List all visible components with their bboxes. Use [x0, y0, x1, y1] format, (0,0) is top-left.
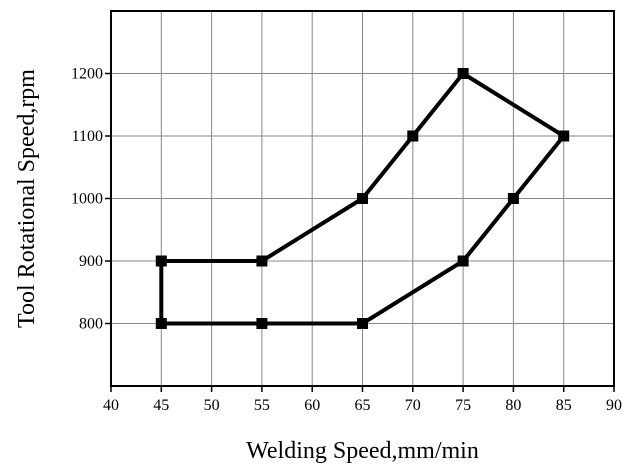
- data-point: [407, 130, 419, 142]
- x-tick-label: 70: [405, 397, 421, 414]
- x-tick-label: 40: [103, 397, 119, 414]
- x-axis-title: Welding Speed,mm/min: [246, 438, 479, 464]
- x-tick-label: 45: [153, 397, 169, 414]
- data-point: [256, 255, 268, 267]
- data-point: [256, 318, 268, 329]
- data-point: [558, 130, 570, 142]
- x-tick-label: 50: [204, 397, 220, 414]
- x-tick-label: 65: [355, 397, 371, 414]
- y-axis-title: Tool Rotational Speed,rpm: [14, 69, 40, 328]
- data-point: [507, 193, 519, 204]
- tick-labels: 40 45 50 55 60 65 70 75 80 85 90 800 900 1000 1100 1200: [71, 66, 622, 415]
- x-tick-label: 60: [304, 397, 320, 414]
- data-point: [155, 255, 167, 267]
- data-point: [357, 193, 368, 204]
- data-point: [357, 318, 368, 329]
- x-tick-label: 75: [455, 397, 471, 414]
- y-tick-label: 1100: [72, 128, 103, 145]
- data-point: [457, 255, 469, 267]
- data-point: [155, 318, 167, 329]
- y-tick-label: 900: [79, 253, 103, 270]
- ticks: [105, 72, 615, 392]
- series-group: [155, 68, 570, 329]
- x-tick-label: 85: [556, 397, 572, 414]
- data-point: [457, 68, 469, 79]
- series-line: [159, 71, 566, 326]
- x-tick-label: 90: [606, 397, 622, 414]
- y-tick-label: 1200: [71, 66, 103, 83]
- x-tick-label: 80: [505, 397, 521, 414]
- y-tick-label: 800: [79, 316, 103, 333]
- x-tick-label: 55: [254, 397, 270, 414]
- y-tick-label: 1000: [71, 191, 103, 208]
